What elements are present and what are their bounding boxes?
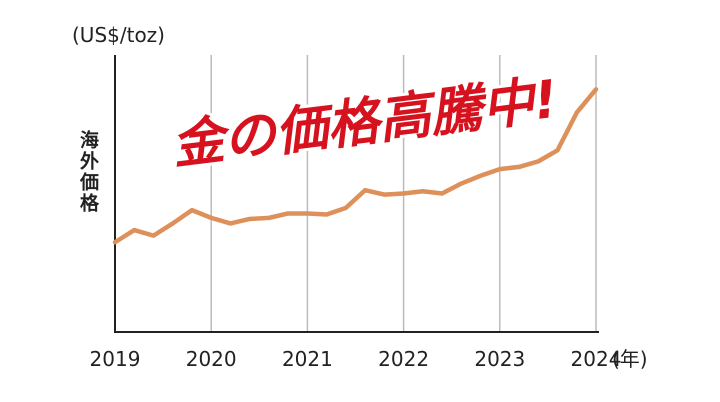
x-tick-label: 2019 <box>90 347 141 371</box>
annotation: 金の価格高騰中! <box>169 70 561 177</box>
x-tick-label: 2021 <box>282 347 333 371</box>
x-axis-unit: (年) <box>612 347 648 371</box>
line-series <box>112 87 599 245</box>
y-axis-label: (US$/toz) <box>72 23 165 47</box>
x-tick-label: 2023 <box>474 347 525 371</box>
x-tick-label: 2024 <box>571 347 622 371</box>
x-ticks: 2019 2020 2021 2022 2023 2024 <box>90 347 622 371</box>
x-tick-label: 2022 <box>378 347 429 371</box>
y-axis-title: 海外価格 <box>77 129 100 214</box>
x-tick-label: 2020 <box>186 347 237 371</box>
plot <box>112 87 599 245</box>
